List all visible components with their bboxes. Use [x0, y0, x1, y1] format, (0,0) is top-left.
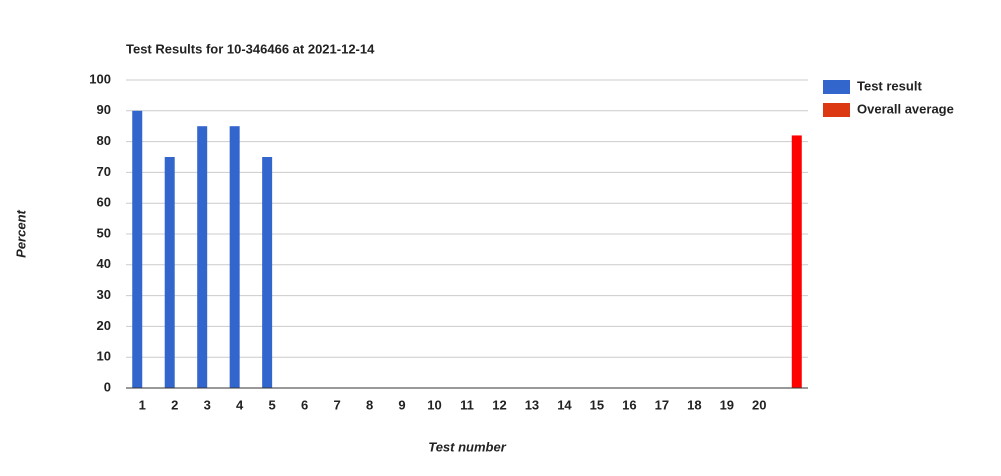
x-tick-label: 15 [590, 397, 604, 412]
bar [262, 157, 273, 388]
y-axis-title: Percent [13, 209, 28, 257]
x-tick-label: 14 [557, 397, 572, 412]
x-tick-label: 11 [460, 397, 474, 412]
bar [229, 126, 240, 388]
legend-swatch [823, 80, 850, 94]
x-tick-label: 6 [301, 397, 308, 412]
x-tick-label: 1 [139, 397, 146, 412]
y-tick-label: 60 [97, 195, 111, 210]
x-tick-label: 8 [366, 397, 373, 412]
x-tick-label: 10 [427, 397, 441, 412]
x-tick-label: 5 [269, 397, 276, 412]
x-tick-label: 12 [492, 397, 506, 412]
x-axis-title: Test number [428, 439, 506, 454]
y-tick-label: 20 [97, 318, 111, 333]
legend-label: Test result [857, 78, 922, 93]
bar [132, 110, 143, 389]
y-tick-label: 0 [104, 379, 111, 394]
bar [197, 126, 208, 388]
bar [791, 135, 802, 388]
y-tick-label: 30 [97, 287, 111, 302]
x-tick-label: 3 [204, 397, 211, 412]
x-tick-label: 7 [333, 397, 340, 412]
chart-title: Test Results for 10-346466 at 2021-12-14 [126, 41, 375, 56]
x-tick-label: 2 [171, 397, 178, 412]
x-tick-label: 16 [622, 397, 636, 412]
y-tick-label: 70 [97, 164, 111, 179]
y-tick-label: 80 [97, 133, 111, 148]
x-tick-label: 17 [655, 397, 669, 412]
x-tick-label: 19 [720, 397, 734, 412]
bar [164, 157, 175, 388]
x-tick-label: 13 [525, 397, 539, 412]
y-tick-label: 100 [89, 71, 111, 86]
x-tick-label: 4 [236, 397, 244, 412]
legend-label: Overall average [857, 101, 954, 116]
x-tick-label: 20 [752, 397, 766, 412]
x-tick-label: 18 [687, 397, 701, 412]
y-tick-label: 40 [97, 256, 111, 271]
y-tick-label: 50 [97, 225, 111, 240]
y-tick-label: 90 [97, 102, 111, 117]
x-tick-label: 9 [398, 397, 405, 412]
legend-swatch [823, 103, 850, 117]
y-tick-label: 10 [97, 349, 111, 364]
